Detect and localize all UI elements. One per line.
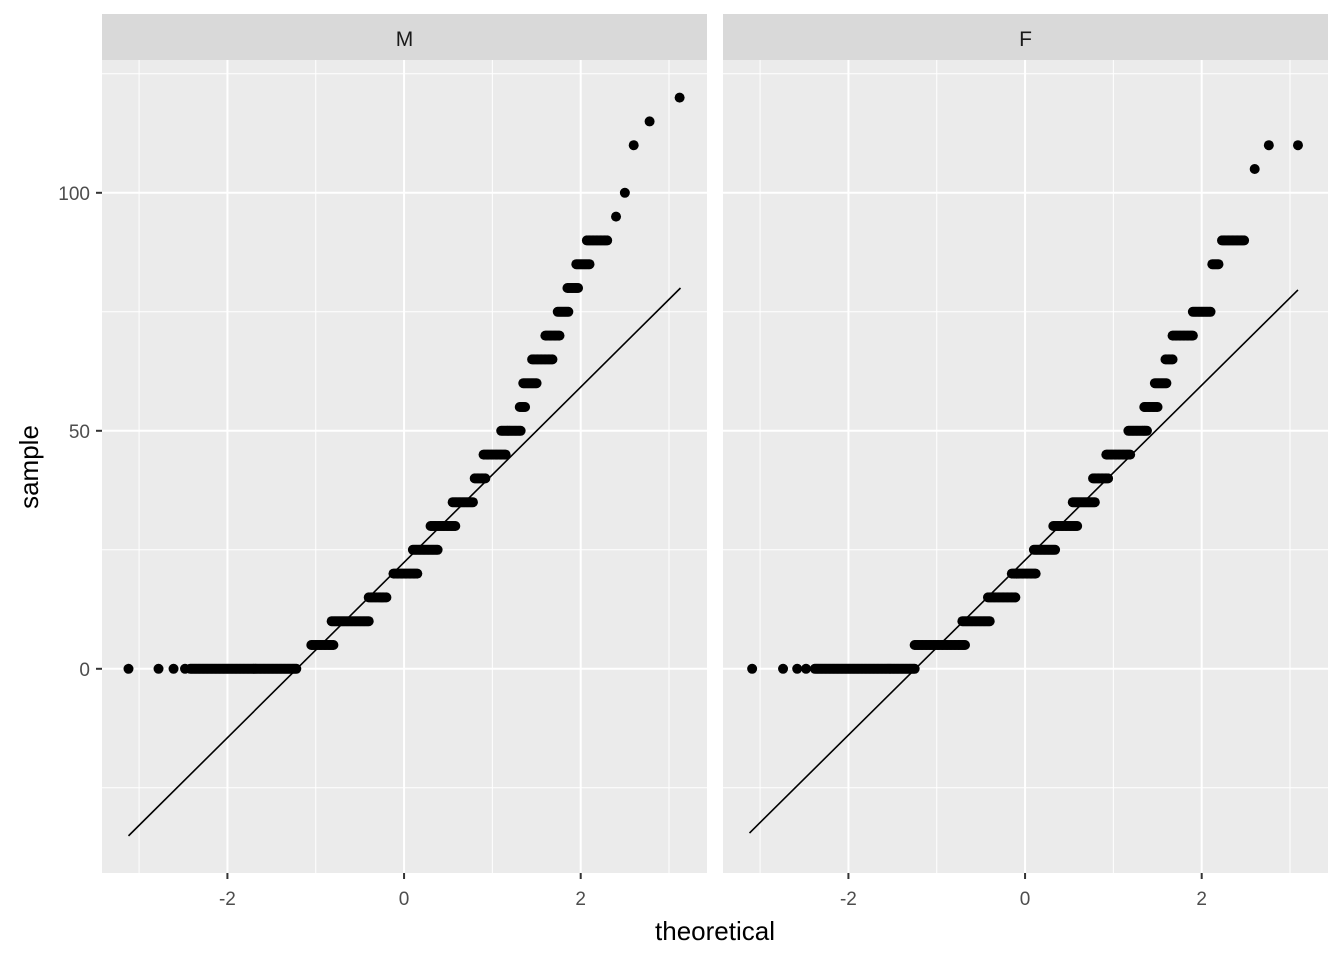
data-point (123, 663, 134, 674)
data-point (412, 568, 423, 579)
data-point (1152, 402, 1163, 413)
data-point (1089, 497, 1100, 508)
data-point (563, 306, 574, 317)
facet-strip-label: F (1019, 28, 1032, 51)
facet-strip (102, 14, 707, 60)
qq-reference-line (127, 287, 682, 837)
data-point (1125, 449, 1136, 460)
data-point (180, 663, 191, 674)
data-point (1010, 592, 1021, 603)
data-point (1030, 568, 1041, 579)
y-tick-label: 0 (79, 660, 90, 681)
data-point (1050, 544, 1061, 555)
data-point (547, 354, 558, 365)
data-point (467, 497, 478, 508)
data-point (644, 116, 655, 127)
x-tick-label: 0 (1020, 889, 1031, 910)
data-point (515, 425, 526, 436)
data-point (584, 259, 595, 270)
data-point (611, 211, 622, 222)
data-point (500, 449, 511, 460)
x-tick-label: 0 (399, 889, 410, 910)
facet-strip (723, 14, 1328, 60)
data-point (960, 639, 970, 650)
data-point (1249, 164, 1260, 175)
data-point (1205, 306, 1216, 317)
data-point (801, 663, 812, 674)
data-point (1213, 259, 1224, 270)
data-point (450, 520, 461, 531)
data-point (363, 616, 374, 627)
data-point (1263, 140, 1274, 151)
x-tick-label: -2 (219, 889, 236, 910)
data-point (1161, 378, 1172, 389)
y-axis-title: sample (14, 425, 44, 509)
data-point (432, 544, 443, 555)
data-point (674, 92, 685, 103)
data-point (573, 283, 584, 294)
data-point (381, 592, 392, 603)
data-point (520, 402, 531, 413)
data-point (1141, 425, 1152, 436)
x-tick-label: 2 (1196, 889, 1207, 910)
data-point (328, 639, 339, 650)
data-point (1167, 354, 1178, 365)
data-point (1187, 330, 1198, 341)
data-point (792, 663, 803, 674)
data-point (1072, 520, 1083, 531)
x-tick-label: 2 (575, 889, 586, 910)
data-point (602, 235, 613, 246)
facet-f: F -2 0 2 (723, 14, 1328, 910)
data-point (628, 140, 639, 151)
facet-m: M -2 0 2 (102, 14, 707, 910)
data-point (554, 330, 565, 341)
data-point (168, 663, 179, 674)
data-point (531, 378, 542, 389)
data-point (153, 663, 164, 674)
data-point (984, 616, 995, 627)
qq-reference-line (748, 289, 1299, 834)
data-point (1239, 235, 1250, 246)
x-axis-title: theoretical (655, 916, 775, 946)
data-point (1292, 140, 1303, 151)
data-point (619, 187, 630, 198)
data-points (747, 140, 1303, 674)
x-tick-label: -2 (840, 889, 857, 910)
y-tick-label: 100 (58, 184, 90, 205)
facet-strip-label: M (396, 28, 414, 51)
data-points (123, 92, 685, 674)
data-point (747, 663, 758, 674)
y-tick-label: 50 (69, 422, 90, 443)
data-point (778, 663, 789, 674)
data-point (480, 473, 491, 484)
y-axis: 0 50 100 (58, 184, 102, 681)
